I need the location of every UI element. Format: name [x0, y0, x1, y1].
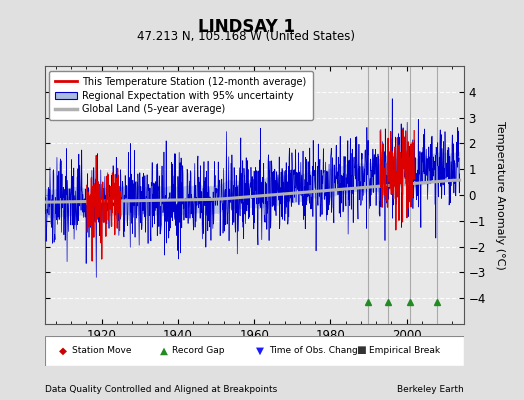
Text: 47.213 N, 105.168 W (United States): 47.213 N, 105.168 W (United States) [137, 30, 355, 43]
Text: ▼: ▼ [256, 345, 265, 355]
Text: Time of Obs. Change: Time of Obs. Change [269, 346, 363, 355]
Text: LINDSAY 1: LINDSAY 1 [198, 18, 295, 36]
Y-axis label: Temperature Anomaly (°C): Temperature Anomaly (°C) [495, 121, 506, 269]
Text: ▲: ▲ [160, 345, 168, 355]
Text: Data Quality Controlled and Aligned at Breakpoints: Data Quality Controlled and Aligned at B… [45, 385, 277, 394]
Text: ■: ■ [356, 345, 366, 355]
Text: Record Gap: Record Gap [172, 346, 225, 355]
Legend: This Temperature Station (12-month average), Regional Expectation with 95% uncer: This Temperature Station (12-month avera… [49, 71, 312, 120]
Text: Berkeley Earth: Berkeley Earth [397, 385, 464, 394]
Text: Empirical Break: Empirical Break [369, 346, 441, 355]
Text: Station Move: Station Move [72, 346, 132, 355]
Text: ◆: ◆ [59, 345, 68, 355]
